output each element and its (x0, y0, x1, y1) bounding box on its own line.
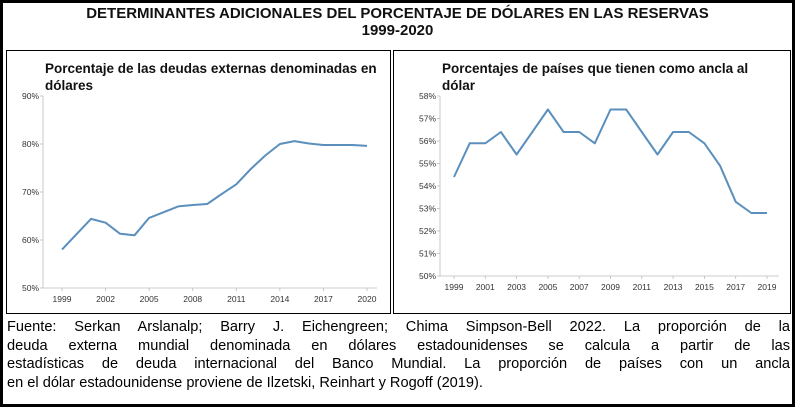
figure-title: DETERMINANTES ADICIONALES DEL PORCENTAJE… (3, 5, 792, 39)
left-chart-svg: 50% 60% 70% 80% 90% 1999 2002 2005 2008 2011 2014 2… (22, 91, 377, 304)
right-x-tick-label: 2001 (476, 282, 495, 292)
right-x-tick-label: 2015 (695, 282, 714, 292)
source-caption: Fuente: Serkan Arslanalp; Barry J. Eiche… (7, 318, 790, 392)
right-chart-title: Porcentajes de países que tienen como an… (442, 61, 749, 93)
right-x-tick-label: 2017 (726, 282, 745, 292)
right-y-tick-label: 57% (419, 114, 436, 124)
right-y-tick-label: 54% (419, 181, 436, 191)
right-y-tick-label: 52% (419, 226, 436, 236)
left-x-tick-label: 2008 (183, 294, 202, 304)
caption-line-1: Fuente: Serkan Arslanalp; Barry J. Eiche… (7, 319, 790, 335)
right-y-tick-label: 58% (419, 91, 436, 101)
right-y-tick-label: 55% (419, 159, 436, 169)
right-y-tick-label: 51% (419, 249, 436, 259)
left-x-tick-label: 1999 (53, 294, 72, 304)
right-chart-svg: 50% 51% 52% 53% 54% 55% 56% 57% 58% 1999 2001 2003 2… (419, 91, 779, 292)
left-x-tick-label: 2005 (140, 294, 159, 304)
right-x-tick-label: 2011 (633, 282, 652, 292)
left-chart-title: Porcentaje de las deudas externas denomi… (45, 61, 377, 93)
caption-line-2: deuda externa mundial denominada en dóla… (7, 337, 790, 354)
caption-line-4: en el dólar estadounidense proviene de I… (7, 374, 483, 391)
left-x-tick-label: 2014 (270, 294, 289, 304)
right-x-tick-label: 2013 (664, 282, 683, 292)
left-y-tick-label: 90% (22, 91, 39, 101)
left-y-tick-label: 60% (22, 235, 39, 245)
left-y-tick-label: 80% (22, 139, 39, 149)
caption-line-3: estadísticas de deuda internacional del … (7, 356, 790, 372)
left-series-line (61, 140, 368, 251)
left-x-tick-label: 2002 (96, 294, 115, 304)
right-series-line (453, 108, 767, 214)
figure-title-line-2: 1999-2020 (361, 22, 434, 39)
left-x-tick-label: 2011 (227, 294, 246, 304)
left-x-tick-label: 2017 (314, 294, 333, 304)
right-x-tick-label: 2003 (507, 282, 526, 292)
left-y-tick-label: 70% (22, 187, 39, 197)
right-x-tick-label: 1999 (445, 282, 464, 292)
left-x-tick-label: 2020 (358, 294, 377, 304)
right-x-tick-label: 2005 (538, 282, 557, 292)
right-y-tick-label: 50% (419, 271, 436, 281)
left-y-tick-label: 50% (22, 283, 39, 293)
right-x-tick-label: 2007 (570, 282, 589, 292)
right-chart-panel: Porcentajes de países que tienen como an… (393, 50, 791, 314)
right-y-tick-label: 53% (419, 204, 436, 214)
figure-title-line-1: DETERMINANTES ADICIONALES DEL PORCENTAJE… (86, 5, 709, 22)
right-y-tick-label: 56% (419, 136, 436, 146)
left-chart-panel: Porcentaje de las deudas externas denomi… (6, 50, 391, 314)
right-x-tick-label: 2009 (601, 282, 620, 292)
right-x-tick-label: 2019 (758, 282, 777, 292)
